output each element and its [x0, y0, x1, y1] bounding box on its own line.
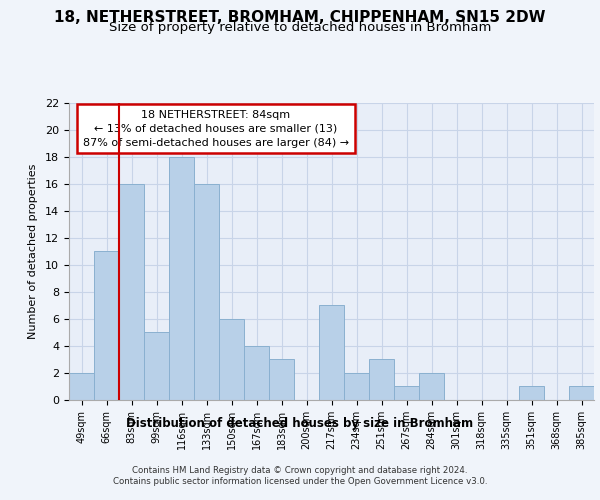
Bar: [94, 252, 119, 400]
Bar: [419, 373, 444, 400]
Bar: [194, 184, 219, 400]
Bar: [519, 386, 544, 400]
Bar: [219, 319, 244, 400]
Bar: [569, 386, 594, 400]
Bar: [119, 184, 144, 400]
Bar: [269, 360, 294, 400]
Bar: [144, 332, 169, 400]
Bar: [319, 306, 344, 400]
Text: Contains public sector information licensed under the Open Government Licence v3: Contains public sector information licen…: [113, 477, 487, 486]
Bar: [344, 373, 369, 400]
Bar: [394, 386, 419, 400]
Text: 18, NETHERSTREET, BROMHAM, CHIPPENHAM, SN15 2DW: 18, NETHERSTREET, BROMHAM, CHIPPENHAM, S…: [54, 10, 546, 25]
Bar: [244, 346, 269, 400]
Y-axis label: Number of detached properties: Number of detached properties: [28, 164, 38, 339]
Bar: [69, 373, 94, 400]
Text: Distribution of detached houses by size in Bromham: Distribution of detached houses by size …: [127, 418, 473, 430]
Text: 18 NETHERSTREET: 84sqm
← 13% of detached houses are smaller (13)
87% of semi-det: 18 NETHERSTREET: 84sqm ← 13% of detached…: [83, 110, 349, 148]
Text: Contains HM Land Registry data © Crown copyright and database right 2024.: Contains HM Land Registry data © Crown c…: [132, 466, 468, 475]
Text: Size of property relative to detached houses in Bromham: Size of property relative to detached ho…: [109, 21, 491, 34]
Bar: [369, 360, 394, 400]
Bar: [169, 156, 194, 400]
